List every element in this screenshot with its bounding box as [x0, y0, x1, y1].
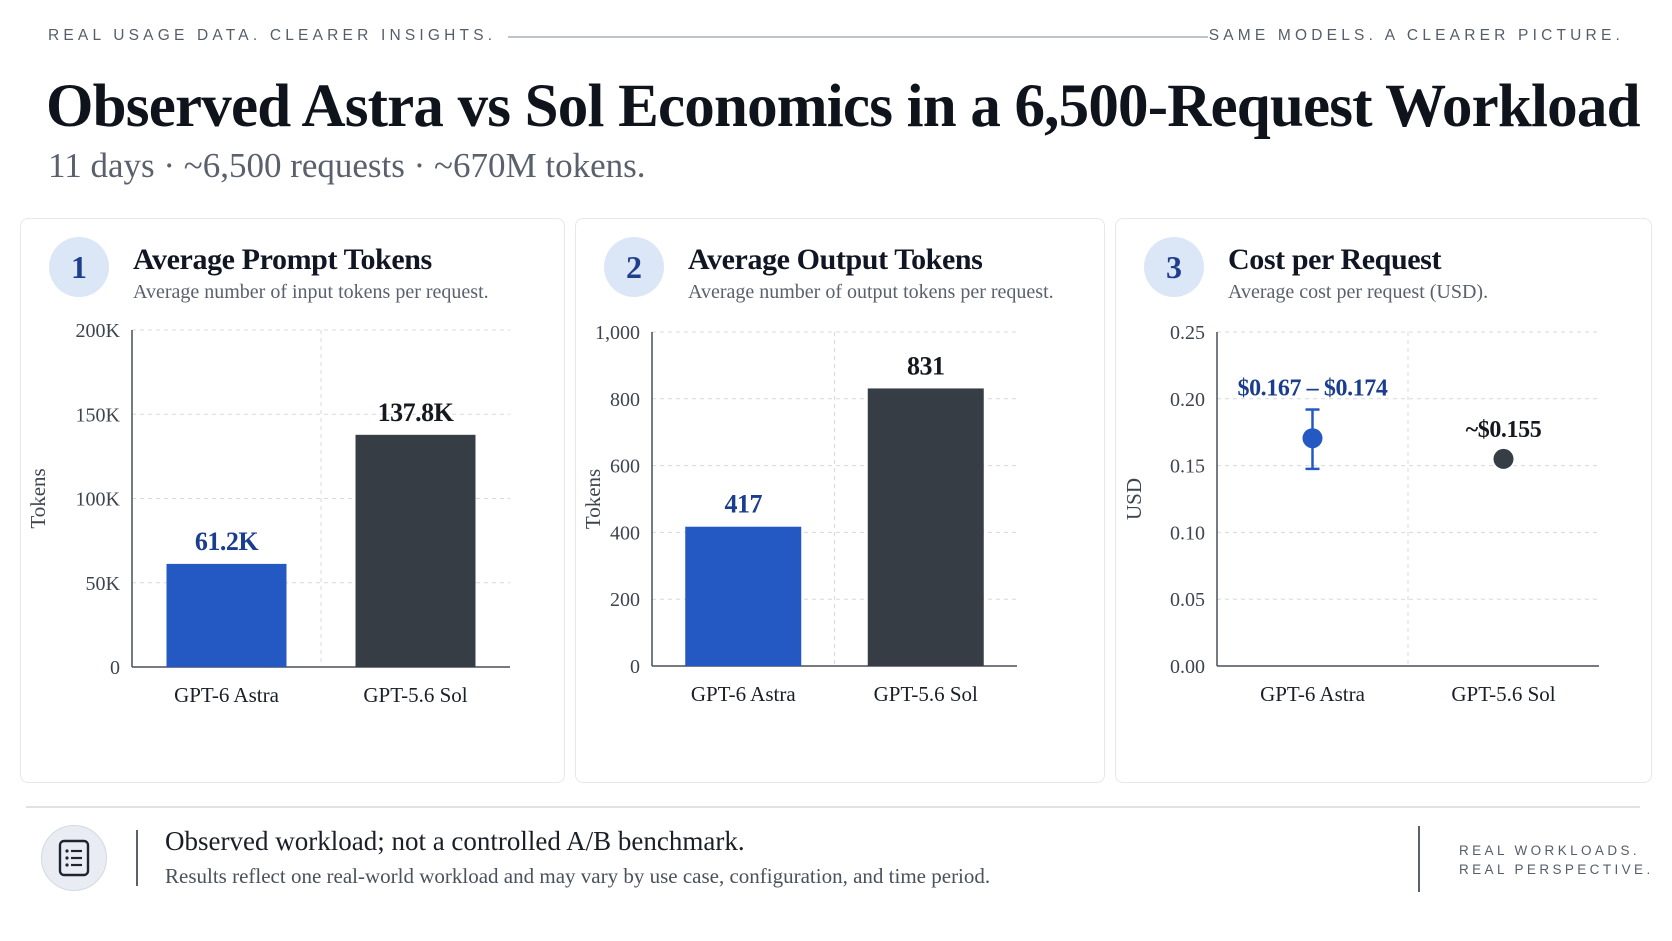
disclaimer-text: Results reflect one real-world workload …: [165, 864, 991, 888]
x-tick-label: GPT-5.6 Sol: [1451, 682, 1555, 706]
y-tick-label: 0: [110, 657, 120, 679]
data-point: [1302, 428, 1323, 449]
y-tick-label: 0.05: [1170, 589, 1205, 611]
panel-title: Average Output Tokens: [688, 243, 983, 276]
bar: [867, 388, 984, 666]
panel-number-badge: 2: [604, 237, 664, 297]
x-tick-label: GPT-6 Astra: [1260, 682, 1365, 706]
output-tokens-chart: 0 200 400 600 800 1,000 Tokens GPT-6 Astra GPT-5…: [581, 322, 1017, 706]
y-tick-label: 0.15: [1170, 456, 1205, 478]
y-tick-label: 600: [610, 456, 640, 478]
y-tick-label: 0.25: [1170, 322, 1205, 344]
tagline-line-2: REAL PERSPECTIVE.: [1459, 862, 1654, 877]
data-label: 137.8K: [378, 398, 455, 427]
y-tick-label: 200: [610, 589, 640, 611]
y-tick-label: 0.00: [1170, 656, 1205, 678]
tagline-line-1: REAL WORKLOADS.: [1459, 843, 1641, 858]
y-tick-label: 0.10: [1170, 522, 1205, 544]
bar: [355, 434, 476, 667]
y-tick-label: 200K: [76, 320, 121, 342]
page-title: Observed Astra vs Sol Economics in a 6,5…: [46, 73, 1641, 140]
y-axis-label: Tokens: [26, 468, 50, 528]
y-tick-label: 800: [610, 389, 640, 411]
panel-number-badge: 3: [1144, 237, 1204, 297]
kicker-divider: [508, 36, 1208, 38]
panel-number-badge: 1: [49, 237, 109, 297]
data-label: 417: [725, 490, 763, 519]
y-tick-label: 1,000: [595, 322, 640, 344]
kicker-right: SAME MODELS. A CLEARER PICTURE.: [1208, 27, 1624, 44]
bar: [166, 563, 287, 667]
y-tick-label: 400: [610, 522, 640, 544]
data-label: $0.167 – $0.174: [1237, 376, 1387, 402]
data-point: [1493, 448, 1514, 469]
data-label: 831: [907, 351, 945, 380]
disclaimer-title: Observed workload; not a controlled A/B …: [165, 826, 745, 856]
y-tick-label: 150K: [76, 404, 121, 426]
footer-vertical-divider: [136, 830, 138, 886]
x-tick-label: GPT-6 Astra: [691, 682, 796, 706]
panel-prompt-tokens: 1 Average Prompt Tokens Average number o…: [20, 218, 565, 783]
footer-vertical-divider: [1418, 826, 1420, 892]
y-axis-label: Tokens: [581, 469, 605, 529]
y-tick-label: 0: [630, 656, 640, 678]
cost-per-request-chart: 0.00 0.05 0.10 0.15 0.20 0.25 USD GPT-6 Astra GP…: [1122, 322, 1599, 706]
kicker-left: REAL USAGE DATA. CLEARER INSIGHTS.: [48, 27, 497, 44]
prompt-tokens-chart: 0 50K 100K 150K 200K Tokens GPT-6 Astra GPT-5.6…: [26, 320, 510, 707]
y-tick-label: 50K: [86, 573, 121, 595]
data-label: 61.2K: [195, 527, 260, 556]
x-tick-label: GPT-5.6 Sol: [874, 682, 978, 706]
y-axis-label: USD: [1122, 478, 1146, 520]
x-tick-label: GPT-6 Astra: [174, 683, 279, 707]
page-subtitle: 11 days · ~6,500 requests · ~670M tokens…: [48, 146, 646, 185]
panel-subtitle: Average number of input tokens per reque…: [133, 281, 489, 303]
panel-title: Cost per Request: [1228, 243, 1442, 276]
panel-subtitle: Average number of output tokens per requ…: [688, 281, 1054, 303]
panel-subtitle: Average cost per request (USD).: [1228, 281, 1489, 303]
panel-title: Average Prompt Tokens: [133, 243, 432, 276]
data-label: ~$0.155: [1466, 417, 1542, 443]
x-tick-label: GPT-5.6 Sol: [363, 683, 467, 707]
footer-divider: [26, 806, 1640, 808]
y-tick-label: 100K: [76, 489, 121, 511]
bar: [685, 526, 802, 666]
panel-cost-per-request: 3 Cost per Request Average cost per requ…: [1115, 218, 1652, 783]
panel-output-tokens: 2 Average Output Tokens Average number o…: [575, 218, 1105, 783]
y-tick-label: 0.20: [1170, 389, 1205, 411]
document-list-icon: [41, 825, 107, 891]
